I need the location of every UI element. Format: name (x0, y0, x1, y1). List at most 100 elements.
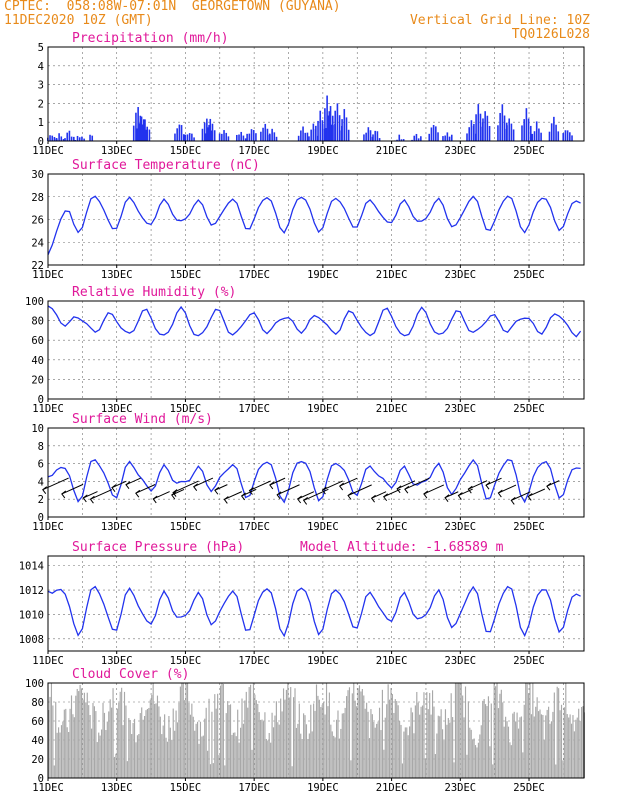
wind-arrow (322, 480, 344, 491)
cloud-bar (553, 692, 555, 778)
cloud-bar (224, 765, 226, 778)
rh-ytick-label: 60 (31, 335, 44, 347)
precip-bar (415, 133, 418, 141)
cloud-bar (260, 719, 262, 778)
cloud-bar (463, 717, 465, 778)
cloud-bar (169, 727, 171, 778)
cloud-bar (387, 684, 389, 778)
cloud-bar (367, 711, 369, 778)
precip-ytick-label: 3 (38, 80, 44, 92)
wind-arrow-head (396, 485, 402, 494)
wind-arrow-head (347, 492, 353, 500)
wind-frame (47, 427, 585, 518)
precip-bar (435, 126, 437, 141)
cloud-bar (543, 740, 545, 778)
cloud-bar (317, 695, 319, 778)
cloud-bar (479, 734, 481, 778)
cloud-bar (344, 707, 346, 778)
cloud-bar (472, 739, 474, 778)
cloud-bar (373, 721, 375, 778)
cloud-bar (161, 734, 163, 778)
cloud-bar (73, 717, 75, 778)
cloud-xtick-label: 17DEC (238, 782, 270, 794)
precip-bar (223, 130, 225, 141)
temp-frame (47, 173, 585, 266)
precip-bar (176, 128, 178, 141)
cloud-bar (62, 721, 64, 778)
cloud-bar (526, 683, 528, 778)
wind-arrow (396, 480, 416, 490)
wind-arrow-head (172, 489, 178, 497)
wind-arrow-head (240, 492, 246, 501)
cloud-bar (202, 735, 204, 778)
cloud-bar (198, 743, 200, 778)
precip-bar (428, 133, 431, 141)
wind-arrow (42, 477, 69, 491)
cloud-bar (106, 721, 108, 778)
cloud-bar (50, 683, 53, 778)
cloud-bar (330, 724, 332, 778)
cloud-bar (96, 742, 98, 778)
cloud-xtick-label: 23DEC (445, 782, 477, 794)
cloud-bar (356, 706, 358, 778)
cloud-bar (383, 749, 385, 778)
cloud-bar (404, 727, 406, 778)
precip-bar (531, 133, 534, 141)
precip-bar (191, 133, 193, 141)
cloud-ytick-label: 80 (31, 697, 44, 709)
cloud-bar (142, 719, 144, 778)
cloud-bar (522, 752, 524, 778)
cloud-bar (308, 733, 310, 778)
cloud-bar (111, 707, 113, 778)
cloud-bar (426, 692, 428, 778)
precip-bar (334, 110, 337, 141)
cloud-xtick-label: 19DEC (307, 782, 339, 794)
precip-ytick-label: 0 (38, 136, 44, 148)
precip-bar (240, 131, 243, 141)
precip-bar (341, 119, 343, 141)
wind-arrow-head (497, 489, 503, 498)
rh-ytick-label: 40 (31, 355, 44, 367)
cloud-bar (151, 694, 153, 778)
cloud-bar (98, 732, 100, 778)
cloud-bar (434, 754, 436, 778)
cloud-bar (101, 729, 103, 778)
cloud-bar (477, 742, 479, 778)
cloud-bar (427, 709, 429, 778)
wind-ytick-label: 6 (38, 459, 44, 471)
wind-xtick-label: 21DEC (376, 521, 408, 533)
cloud-bar (175, 710, 177, 778)
cloud-bar (164, 714, 166, 778)
precip-bar (300, 130, 302, 141)
wind-ytick-label: 8 (38, 441, 44, 453)
cloud-bar (533, 716, 535, 778)
cloud-bar (207, 750, 209, 778)
precip-bar (398, 134, 401, 141)
cloud-bar (338, 738, 341, 778)
temp-xtick-label: 21DEC (376, 269, 408, 281)
cloud-bar (440, 709, 442, 778)
precip-bar (193, 137, 195, 141)
cloud-bar (400, 724, 402, 778)
cloud-bar (125, 705, 127, 778)
cloud-bar (148, 707, 150, 778)
cloud-bar (419, 714, 421, 778)
temp-ytick-label: 26 (31, 215, 44, 227)
precip-bar (51, 135, 54, 141)
cloud-bar (184, 700, 186, 778)
precip-bar (139, 115, 142, 141)
cloud-bar (569, 714, 571, 778)
precip-bar (142, 119, 145, 141)
wind-xtick-label: 23DEC (445, 521, 477, 533)
cloud-bar (403, 731, 405, 778)
precip-bar (135, 112, 137, 141)
cloud-bar (199, 721, 202, 778)
cloud-bar (318, 699, 320, 778)
cloud-xtick-label: 11DEC (32, 782, 64, 794)
precip-bar (363, 134, 365, 141)
rh-xtick-label: 23DEC (445, 403, 477, 415)
cloud-bar (128, 718, 130, 778)
pres-title: Surface Pressure (hPa) (72, 540, 244, 555)
header-line1: CPTEC: 058:08W-07:01N GEORGETOWN (GUYANA… (4, 0, 341, 14)
precip-bar (564, 130, 567, 141)
